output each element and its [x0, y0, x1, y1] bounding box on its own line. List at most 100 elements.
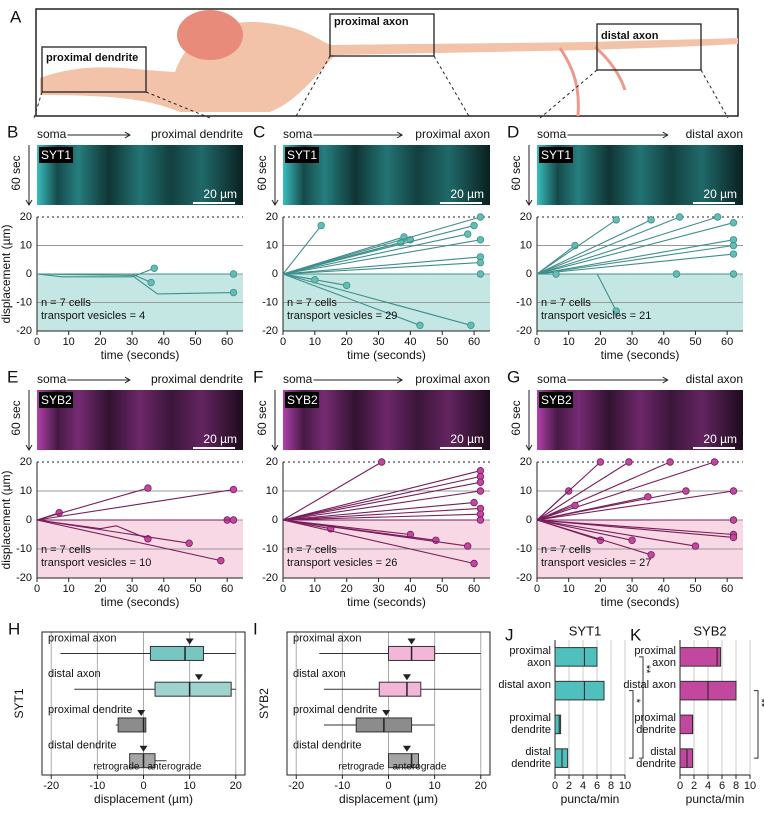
endpoint	[672, 270, 681, 278]
endpoint	[729, 533, 738, 542]
bar	[554, 748, 569, 768]
y-tick-label: 0	[272, 268, 278, 280]
time-label: 60 sec	[9, 400, 23, 435]
x-tick-label: 40	[658, 583, 670, 595]
panel-letter: J	[505, 625, 514, 644]
category-label: proximal dendrite	[509, 712, 551, 737]
trajectory	[282, 481, 481, 521]
y-tick-label: -20	[262, 572, 278, 584]
protein-label: SYB2	[41, 393, 72, 407]
protein-tag	[539, 392, 573, 408]
panel-letter: H	[8, 619, 20, 638]
protein-label: SYT1	[41, 148, 71, 162]
sig-stars: *	[630, 699, 642, 704]
x-tick-label: 4	[580, 780, 586, 792]
x-tick-label: 60	[721, 336, 733, 348]
box	[117, 717, 147, 733]
box	[149, 645, 204, 661]
annotation: n = 7 cells	[41, 544, 91, 556]
y-tick-label: -20	[16, 325, 32, 337]
endpoint	[710, 458, 719, 466]
annotation: transport vesicles = 29	[287, 310, 397, 322]
y-tick-label: -20	[516, 572, 532, 584]
start-label: soma	[283, 372, 313, 386]
annotation: transport vesicles = 27	[541, 557, 651, 569]
scale-label: 20 µm	[203, 187, 237, 201]
y-tick-label: 10	[520, 485, 532, 497]
protein-tag	[39, 147, 73, 163]
end-label: proximal dendrite	[151, 127, 243, 141]
endpoint	[644, 493, 652, 501]
endpoint	[342, 281, 351, 290]
trajectory	[282, 470, 481, 521]
endpoint	[729, 218, 738, 227]
mean-marker	[402, 745, 411, 752]
annotation: anterograde	[148, 762, 202, 773]
endpoint	[571, 501, 579, 510]
y-tick-label: -10	[262, 543, 278, 555]
time-arrow	[25, 145, 33, 206]
endpoint	[185, 539, 193, 547]
sig-bracket	[754, 690, 759, 759]
protein-tag	[285, 392, 319, 408]
scale-label: 20 µm	[203, 432, 237, 446]
start-label: soma	[283, 127, 313, 141]
endpoint	[612, 216, 620, 224]
start-label: soma	[537, 372, 567, 386]
x-axis-title: time (seconds)	[601, 348, 680, 362]
x-tick-label: 10	[429, 780, 441, 792]
x-tick-label: -10	[89, 780, 105, 792]
endpoint	[682, 487, 690, 495]
x-axis-title: time (seconds)	[601, 595, 680, 609]
trajectory	[536, 490, 734, 521]
x-tick-label: 4	[705, 780, 711, 792]
category-label: proximal axon	[634, 644, 676, 669]
x-tick-label: 0	[34, 336, 40, 348]
x-tick-label: 0	[534, 336, 540, 348]
category-label: proximal axon	[293, 632, 361, 644]
trajectory	[536, 219, 617, 275]
annotation: retrograde	[93, 762, 140, 773]
endpoint	[470, 498, 478, 507]
endpoint	[666, 458, 674, 466]
trajectory	[536, 461, 671, 521]
panel-letter: F	[253, 367, 263, 386]
x-tick-label: 0	[280, 583, 286, 595]
category-label: distal dendrite	[48, 740, 117, 752]
endpoint	[378, 458, 386, 466]
trajectory	[282, 519, 468, 547]
y-tick-label: -10	[262, 296, 278, 308]
trajectory	[536, 519, 734, 538]
start-label: soma	[37, 127, 67, 141]
trajectory	[36, 487, 149, 521]
direction-arrow	[67, 131, 131, 139]
x-tick-label: 20	[594, 336, 606, 348]
box	[154, 681, 232, 697]
bar	[679, 714, 694, 735]
endpoint	[647, 551, 655, 559]
x-tick-label: 2	[691, 780, 697, 792]
x-tick-label: 50	[689, 583, 701, 595]
x-tick-label: 6	[594, 780, 600, 792]
y-tick-label: 0	[26, 514, 32, 526]
endpoint	[713, 213, 722, 221]
end-label: proximal axon	[415, 127, 490, 141]
direction-arrow	[67, 376, 131, 384]
trajectory	[36, 273, 234, 295]
endpoint	[552, 270, 560, 278]
x-tick-label: 10	[309, 336, 321, 348]
endpoint	[229, 270, 238, 278]
x-tick-label: 20	[341, 583, 353, 595]
annotation: n = 7 cells	[287, 297, 337, 309]
box-label: proximal axon	[334, 16, 409, 28]
endpoint	[464, 230, 472, 238]
time-arrow	[525, 390, 533, 451]
scale-label: 20 µm	[450, 187, 484, 201]
trajectory	[282, 490, 481, 521]
trajectory	[536, 219, 652, 275]
annotation: transport vesicles = 26	[287, 557, 397, 569]
end-label: distal axon	[686, 127, 743, 141]
endpoint	[229, 516, 238, 524]
x-tick-label: 50	[189, 336, 201, 348]
y-tick-label: 0	[26, 268, 32, 280]
